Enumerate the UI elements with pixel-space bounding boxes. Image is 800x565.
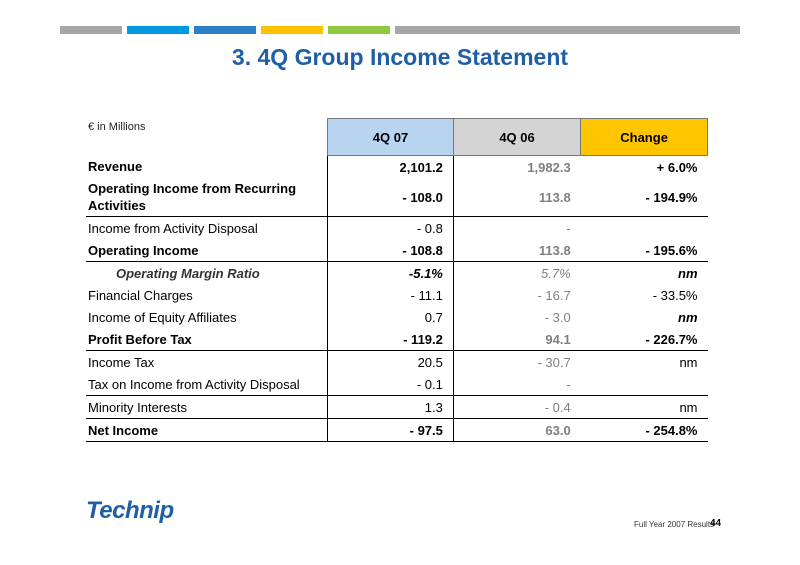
table-row: Operating Margin Ratio -5.1% 5.7% nm <box>86 261 708 284</box>
value-change: - 33.5% <box>652 287 698 303</box>
row-label: Operating Margin Ratio <box>86 261 328 284</box>
header-4q07: 4Q 07 <box>327 118 454 156</box>
accent-bars <box>60 26 740 34</box>
value-4q07: -5.1% <box>327 261 454 284</box>
table-row: Income from Activity Disposal - 0.8 - <box>86 216 708 239</box>
header-change: Change <box>580 118 708 156</box>
table-row: Revenue 2,101.2 1,982.3 + 6.0% <box>86 155 708 178</box>
accent-bar-3 <box>194 26 256 34</box>
table-row: Net Income - 97.5 63.0 - 254.8% <box>86 418 708 442</box>
value-4q06: - 16.7 <box>537 287 571 303</box>
row-label: Profit Before Tax <box>88 331 192 347</box>
technip-logo: Technip <box>86 497 174 525</box>
value-change <box>581 373 708 396</box>
logo-wordmark: Technip <box>86 497 174 524</box>
value-4q07: - 119.2 <box>327 328 454 351</box>
value-4q07: 2,101.2 <box>327 155 454 178</box>
page-number: 44 <box>710 518 722 529</box>
value-4q07: 1.3 <box>327 395 454 419</box>
row-label: Financial Charges <box>88 287 193 303</box>
row-label: Income of Equity Affiliates <box>88 309 237 325</box>
row-label: Net Income <box>86 418 328 442</box>
accent-bar-5 <box>328 26 390 34</box>
row-label: Operating Income from Recurring Activiti… <box>88 181 297 213</box>
table-row: Operating Income from Recurring Activiti… <box>86 178 708 217</box>
value-4q06: - <box>566 376 571 392</box>
value-4q07: - 0.1 <box>327 373 454 396</box>
slide-title: 3. 4Q Group Income Statement <box>231 44 569 70</box>
value-4q06: 94.1 <box>545 331 571 347</box>
row-label: Tax on Income from Activity Disposal <box>88 376 300 392</box>
value-4q07: - 97.5 <box>327 418 454 442</box>
value-change: - 254.8% <box>580 418 708 442</box>
value-4q06: 113.8 <box>538 189 571 205</box>
units-label: € in Millions <box>88 121 146 133</box>
value-4q07: - 108.0 <box>327 178 454 217</box>
value-change: nm <box>580 261 708 284</box>
value-4q06: - <box>453 216 581 239</box>
table-row: Operating Income - 108.8 113.8 - 195.6% <box>86 239 708 262</box>
value-4q07: 20.5 <box>327 350 454 373</box>
header-4q06: 4Q 06 <box>452 118 582 156</box>
row-label: Operating Income <box>88 242 199 258</box>
accent-bar-2 <box>127 26 189 34</box>
value-change: nm <box>580 395 708 419</box>
value-change: + 6.0% <box>656 159 698 175</box>
value-4q07: - 108.8 <box>327 239 454 262</box>
row-label: Income from Activity Disposal <box>86 216 328 239</box>
table-row: Minority Interests 1.3 - 0.4 nm <box>86 395 708 419</box>
table-row: Tax on Income from Activity Disposal - 0… <box>86 373 708 396</box>
value-4q06: 5.7% <box>453 261 581 284</box>
value-change: nm <box>678 309 698 325</box>
table-row: Profit Before Tax - 119.2 94.1 - 226.7% <box>86 328 708 351</box>
value-4q06: - 3.0 <box>544 309 571 325</box>
footer-caption: Full Year 2007 Results <box>634 520 715 529</box>
accent-bar-1 <box>60 26 122 34</box>
table-row: Income Tax 20.5 - 30.7 nm <box>86 350 708 373</box>
value-change: - 226.7% <box>645 331 698 347</box>
row-label: Revenue <box>88 159 143 175</box>
row-label: Minority Interests <box>86 395 328 419</box>
value-4q06: - 0.4 <box>453 395 581 419</box>
value-4q06: 63.0 <box>453 418 581 442</box>
value-change <box>580 216 708 239</box>
table-row: Income of Equity Affiliates 0.7 - 3.0 nm <box>86 306 708 328</box>
value-4q06: - 30.7 <box>453 350 581 373</box>
accent-bar-4 <box>261 26 323 34</box>
value-4q07: - 11.1 <box>327 284 454 306</box>
value-change: - 195.6% <box>645 242 698 258</box>
value-4q07: 0.7 <box>327 306 454 328</box>
value-change: nm <box>580 350 708 373</box>
value-4q06: 1,982.3 <box>527 159 571 175</box>
value-change: - 194.9% <box>645 189 698 205</box>
income-statement-table: 4Q 07 4Q 06 Change Revenue 2,101.2 1,982… <box>86 118 708 442</box>
value-4q06: 113.8 <box>538 242 571 258</box>
row-label: Income Tax <box>86 350 328 373</box>
accent-bar-6 <box>395 26 740 34</box>
table-row: Financial Charges - 11.1 - 16.7 - 33.5% <box>86 284 708 306</box>
value-4q07: - 0.8 <box>327 216 454 239</box>
